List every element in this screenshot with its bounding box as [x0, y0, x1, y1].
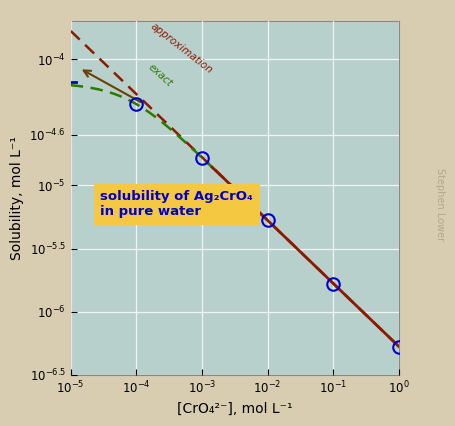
Text: exact: exact: [146, 62, 174, 89]
X-axis label: [CrO₄²⁻], mol L⁻¹: [CrO₄²⁻], mol L⁻¹: [177, 402, 292, 416]
Text: approximation: approximation: [148, 20, 214, 75]
Y-axis label: Solubility, mol L⁻¹: Solubility, mol L⁻¹: [10, 136, 24, 260]
Text: Stephen Lower: Stephen Lower: [434, 168, 444, 241]
Text: solubility of Ag₂CrO₄
in pure water: solubility of Ag₂CrO₄ in pure water: [100, 190, 253, 219]
